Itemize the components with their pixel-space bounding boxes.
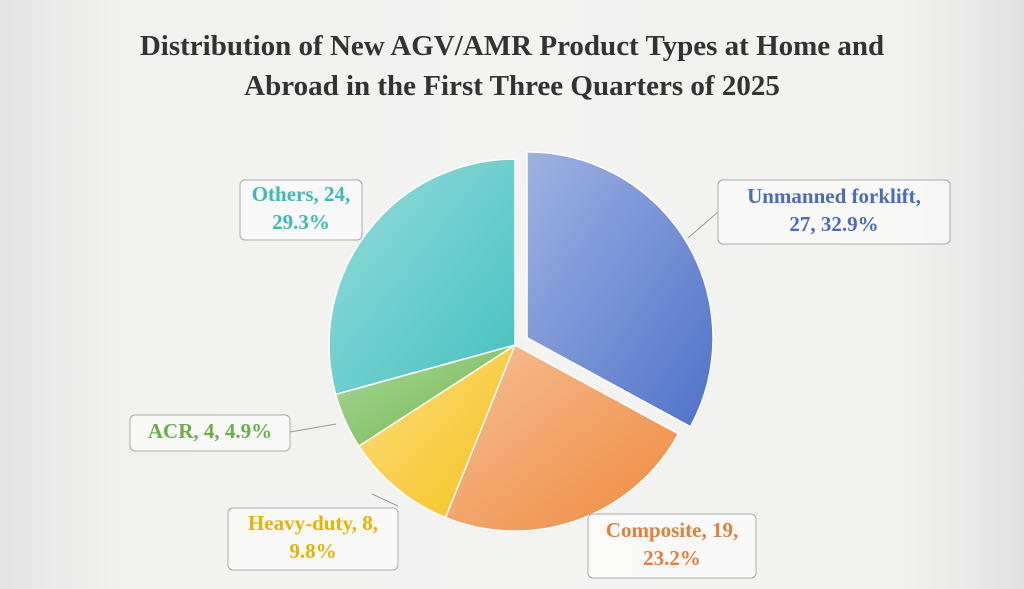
label-box bbox=[129, 414, 291, 452]
data-label: ACR, 4, 4.9% bbox=[148, 419, 272, 443]
label-box bbox=[717, 179, 951, 245]
leader-line bbox=[371, 493, 399, 507]
chart-title: Distribution of New AGV/AMR Product Type… bbox=[139, 30, 885, 102]
data-label: 27, 32.9% bbox=[789, 212, 878, 236]
leader-line bbox=[687, 211, 719, 239]
label-box bbox=[239, 179, 363, 241]
data-label: Others, 24, bbox=[252, 182, 351, 206]
data-label: 29.3% bbox=[272, 210, 330, 234]
data-label: 9.8% bbox=[289, 539, 336, 563]
data-label: Unmanned forklift, bbox=[747, 184, 921, 208]
data-label: Composite, 19, bbox=[606, 518, 738, 542]
data-label: Heavy-duty, 8, bbox=[248, 511, 378, 535]
leader-line bbox=[289, 423, 337, 433]
data-label: 23.2% bbox=[643, 546, 701, 570]
label-box bbox=[227, 507, 399, 571]
label-box bbox=[587, 513, 757, 579]
